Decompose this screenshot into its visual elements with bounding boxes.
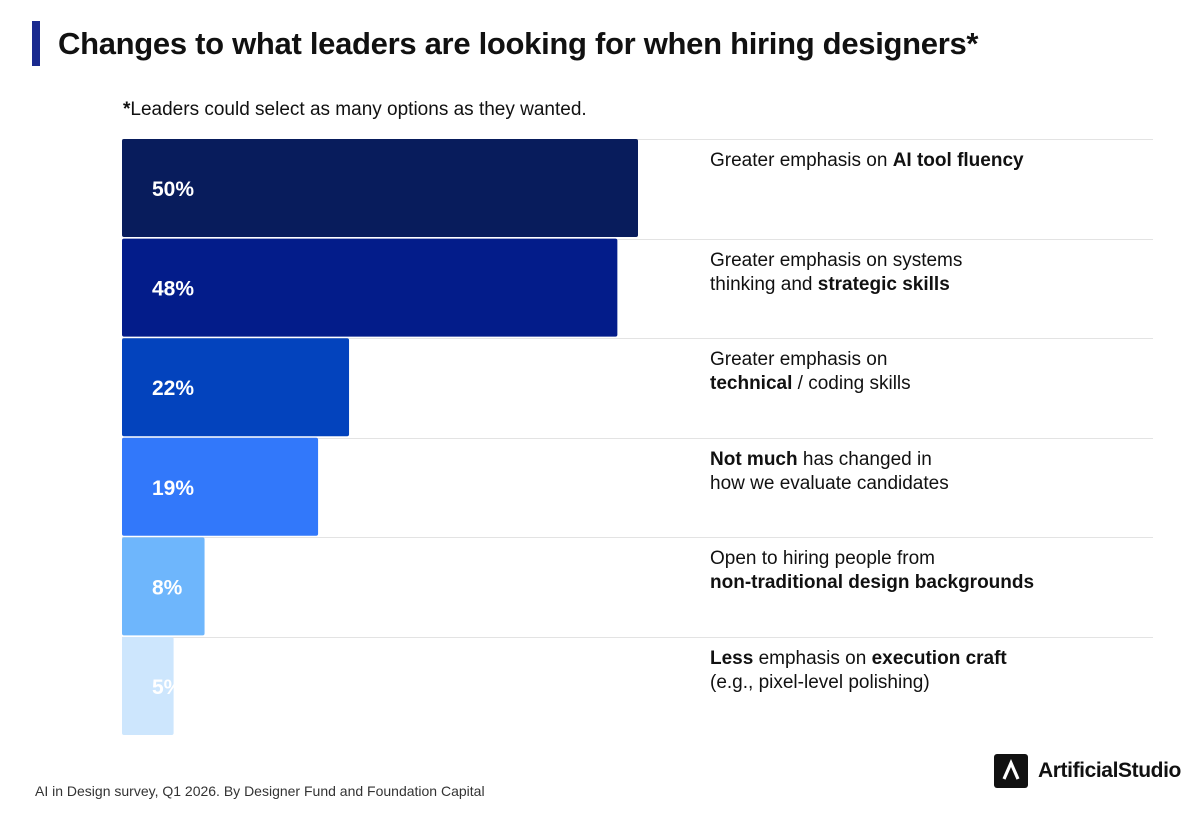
caret-logo-icon xyxy=(994,754,1028,788)
category-label-line: Greater emphasis on xyxy=(710,348,1150,372)
bar xyxy=(122,338,350,437)
category-label-line: thinking and strategic skills xyxy=(710,273,1150,297)
category-label-line: Less emphasis on execution craft xyxy=(710,647,1150,671)
label-text: Greater emphasis on systems xyxy=(710,249,963,271)
bar xyxy=(122,437,319,536)
label-emphasis: non-traditional design backgrounds xyxy=(710,572,1035,594)
bar xyxy=(122,537,205,636)
category-label: Greater emphasis on AI tool fluency xyxy=(710,149,1150,173)
category-label-line: technical / coding skills xyxy=(710,372,1150,396)
bar xyxy=(122,238,618,337)
label-emphasis: Not much xyxy=(710,448,798,470)
label-emphasis: Less xyxy=(710,648,754,669)
title-accent-bar xyxy=(32,21,40,66)
brand-name: ArtificialStudio xyxy=(1038,759,1181,782)
label-emphasis: strategic skills xyxy=(817,273,950,295)
bar-value-label: 19% xyxy=(152,477,194,500)
label-text: (e.g., pixel-level polishing) xyxy=(710,672,930,693)
label-text: emphasis on xyxy=(753,648,872,669)
label-text: has changed in xyxy=(797,448,932,470)
bar xyxy=(122,637,174,735)
label-text: Greater emphasis on xyxy=(710,150,893,171)
category-label: Open to hiring people from non-traditiona… xyxy=(710,547,1150,595)
brand-logo: ArtificialStudio xyxy=(994,754,1181,788)
category-label-line: Greater emphasis on systems xyxy=(710,249,1150,273)
category-label-line: non-traditional design backgrounds xyxy=(710,571,1150,595)
label-text: Open to hiring people from xyxy=(710,548,935,570)
category-label: Greater emphasis on technical / coding sk… xyxy=(710,348,1150,396)
label-emphasis: AI tool fluency xyxy=(892,150,1024,171)
label-text: Greater emphasis on xyxy=(710,349,888,371)
bar-value-label: 48% xyxy=(152,278,194,301)
bar-value-label: 22% xyxy=(152,377,194,400)
label-emphasis: technical xyxy=(710,373,793,395)
chart-title: Changes to what leaders are looking for … xyxy=(58,26,979,61)
category-label: Less emphasis on execution craft (e.g., p… xyxy=(710,647,1150,695)
category-label-line: how we evaluate candidates xyxy=(710,472,1150,496)
source-footer: AI in Design survey, Q1 2026. By Designe… xyxy=(35,783,485,799)
label-text: thinking and xyxy=(710,273,818,295)
subtitle-star: * xyxy=(123,99,131,120)
bar-value-label: 50% xyxy=(152,178,194,201)
subtitle-text: Leaders could select as many options as … xyxy=(130,99,587,120)
label-emphasis: execution craft xyxy=(871,648,1007,669)
chart-subtitle: *Leaders could select as many options as… xyxy=(123,98,587,122)
category-label-line: Greater emphasis on AI tool fluency xyxy=(710,149,1150,173)
label-text: / coding skills xyxy=(792,373,911,395)
bar-value-label: 5% xyxy=(152,676,183,699)
label-text: how we evaluate candidates xyxy=(710,472,949,494)
category-label-line: Not much has changed in xyxy=(710,448,1150,472)
category-label-line: Open to hiring people from xyxy=(710,547,1150,571)
bar xyxy=(122,139,638,237)
bar-value-label: 8% xyxy=(152,576,183,599)
category-label: Greater emphasis on systems thinking and … xyxy=(710,249,1150,297)
category-label-line: (e.g., pixel-level polishing) xyxy=(710,671,1150,695)
category-label: Not much has changed in how we evaluate c… xyxy=(710,448,1150,496)
